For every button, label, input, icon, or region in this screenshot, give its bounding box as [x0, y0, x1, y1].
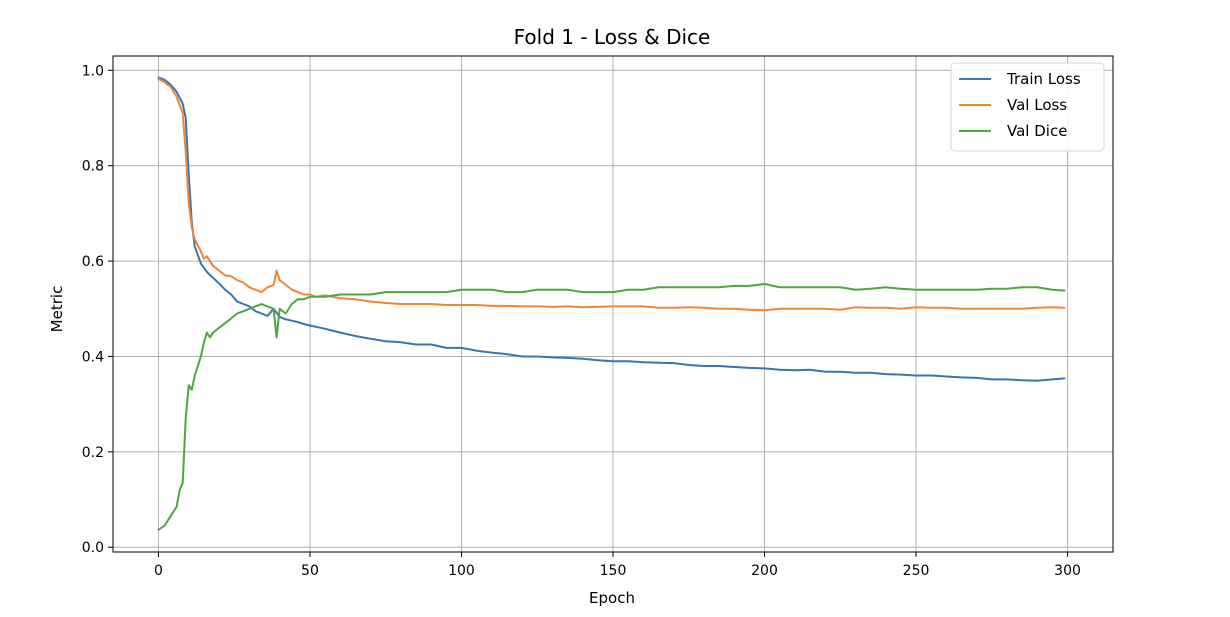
series-line-val-dice	[157, 283, 1066, 531]
legend-label-val-dice: Val Dice	[1007, 122, 1067, 140]
series-line-val-loss	[157, 77, 1066, 312]
legend: Train Loss Val Loss Val Dice	[950, 62, 1105, 152]
y-tick-label: 1.0	[82, 63, 104, 79]
grid-lines	[113, 56, 1113, 552]
y-tick-label: 0.2	[82, 445, 104, 461]
chart-title: Fold 1 - Loss & Dice	[514, 25, 711, 49]
x-tick-label: 150	[600, 563, 627, 579]
y-axis-label: Metric	[48, 286, 66, 333]
series-line-train-loss	[157, 76, 1066, 382]
legend-label-train-loss: Train Loss	[1006, 70, 1081, 88]
series-lines	[157, 76, 1066, 531]
legend-label-val-loss: Val Loss	[1007, 96, 1067, 114]
x-tick-label: 250	[903, 563, 930, 579]
axis-ticks: 0 50 100 150 200 250 300 0.0 0.2 0.4 0.6 0.8 1.0	[82, 63, 1081, 579]
y-tick-label: 0.4	[82, 349, 104, 365]
x-tick-label: 50	[301, 563, 319, 579]
legend-box	[950, 62, 1105, 152]
x-axis-label: Epoch	[589, 589, 635, 607]
y-tick-label: 0.8	[82, 159, 104, 175]
y-tick-label: 0.0	[82, 540, 104, 556]
y-tick-label: 0.6	[82, 254, 104, 270]
x-tick-label: 300	[1054, 563, 1081, 579]
x-tick-label: 100	[448, 563, 475, 579]
x-tick-label: 0	[154, 563, 163, 579]
x-tick-label: 200	[751, 563, 778, 579]
